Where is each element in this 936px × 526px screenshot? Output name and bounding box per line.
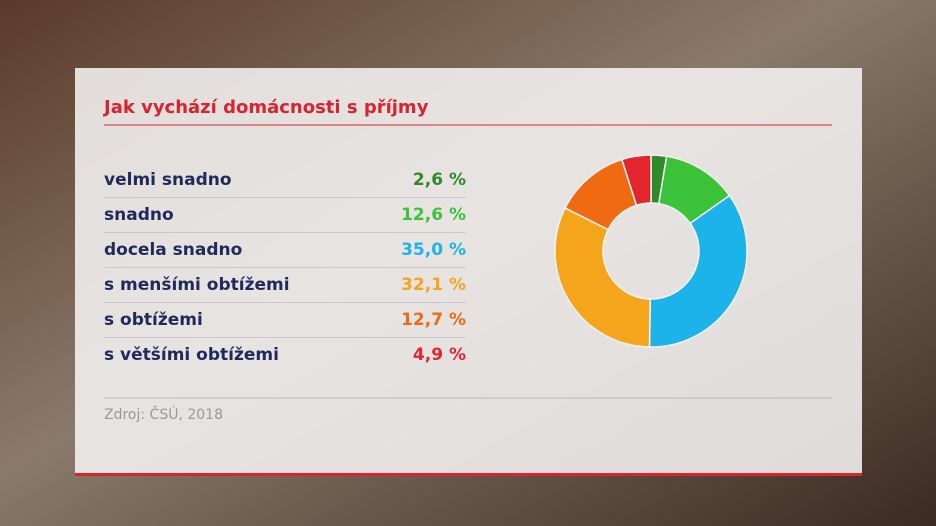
panel-bottom-rule bbox=[75, 473, 862, 476]
value-label: 4,9 % bbox=[413, 345, 466, 365]
value-label: 32,1 % bbox=[401, 275, 466, 295]
row-label: snadno bbox=[104, 205, 174, 225]
value-label: 12,7 % bbox=[401, 310, 466, 330]
pie-slice bbox=[554, 207, 652, 348]
row-label: s většími obtížemi bbox=[104, 345, 279, 365]
row-label: docela snadno bbox=[104, 240, 242, 260]
pie-slice bbox=[648, 194, 748, 348]
value-label: 2,6 % bbox=[413, 170, 466, 190]
chart-title: Jak vychází domácnosti s příjmy bbox=[102, 97, 429, 118]
value-label: 12,6 % bbox=[401, 205, 466, 225]
source: Zdroj: ČSÚ, 2018 bbox=[104, 405, 223, 423]
pie-slice bbox=[620, 154, 652, 207]
value-label: 35,0 % bbox=[401, 240, 466, 260]
row-label: s menšími obtížemi bbox=[104, 275, 290, 295]
row-label: s obtížemi bbox=[104, 310, 203, 330]
row-label: velmi snadno bbox=[104, 170, 232, 190]
